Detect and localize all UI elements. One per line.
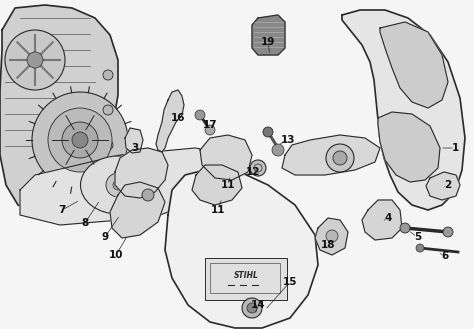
Circle shape (400, 223, 410, 233)
Polygon shape (115, 148, 168, 198)
Polygon shape (20, 148, 245, 225)
Text: 11: 11 (221, 180, 235, 190)
Text: 14: 14 (251, 300, 265, 310)
Text: 15: 15 (283, 277, 297, 287)
Polygon shape (165, 170, 318, 328)
Text: 11: 11 (211, 205, 225, 215)
Polygon shape (380, 22, 448, 108)
Polygon shape (315, 218, 348, 255)
Text: 6: 6 (441, 251, 448, 261)
Bar (205, 258, 287, 300)
Text: 18: 18 (321, 240, 335, 250)
Circle shape (142, 189, 154, 201)
Circle shape (205, 125, 215, 135)
Polygon shape (0, 5, 118, 215)
Circle shape (263, 127, 273, 137)
Text: 12: 12 (246, 167, 260, 177)
Circle shape (416, 244, 424, 252)
Circle shape (326, 144, 354, 172)
Circle shape (106, 173, 130, 197)
Circle shape (195, 110, 205, 120)
Circle shape (103, 140, 113, 150)
Text: 13: 13 (281, 135, 295, 145)
Text: 9: 9 (101, 232, 109, 242)
Circle shape (103, 105, 113, 115)
Circle shape (62, 122, 98, 158)
Circle shape (27, 52, 43, 68)
Text: 19: 19 (261, 37, 275, 47)
Text: 3: 3 (131, 143, 138, 153)
Polygon shape (200, 135, 252, 180)
Circle shape (242, 298, 262, 318)
Ellipse shape (81, 156, 155, 214)
Polygon shape (342, 10, 465, 210)
Polygon shape (378, 112, 440, 182)
Text: 4: 4 (384, 213, 392, 223)
Polygon shape (426, 172, 460, 200)
Polygon shape (156, 90, 184, 152)
Polygon shape (252, 15, 285, 55)
Text: 16: 16 (171, 113, 185, 123)
Text: STIHL: STIHL (234, 270, 258, 280)
Text: 7: 7 (58, 205, 66, 215)
Bar (210, 263, 280, 293)
Circle shape (5, 30, 65, 90)
Circle shape (443, 227, 453, 237)
Circle shape (247, 303, 257, 313)
Circle shape (250, 160, 266, 176)
Polygon shape (282, 135, 380, 175)
Text: 5: 5 (414, 232, 422, 242)
Polygon shape (192, 165, 242, 205)
Circle shape (72, 132, 88, 148)
Circle shape (333, 151, 347, 165)
Circle shape (113, 180, 123, 190)
Circle shape (272, 144, 284, 156)
Circle shape (32, 92, 128, 188)
Polygon shape (110, 182, 165, 238)
Text: 17: 17 (203, 120, 217, 130)
Circle shape (326, 230, 338, 242)
Text: 8: 8 (82, 218, 89, 228)
Polygon shape (362, 200, 402, 240)
Text: 10: 10 (109, 250, 123, 260)
Text: 1: 1 (451, 143, 459, 153)
Circle shape (48, 108, 112, 172)
Polygon shape (125, 128, 143, 153)
Circle shape (103, 70, 113, 80)
Text: 2: 2 (444, 180, 452, 190)
